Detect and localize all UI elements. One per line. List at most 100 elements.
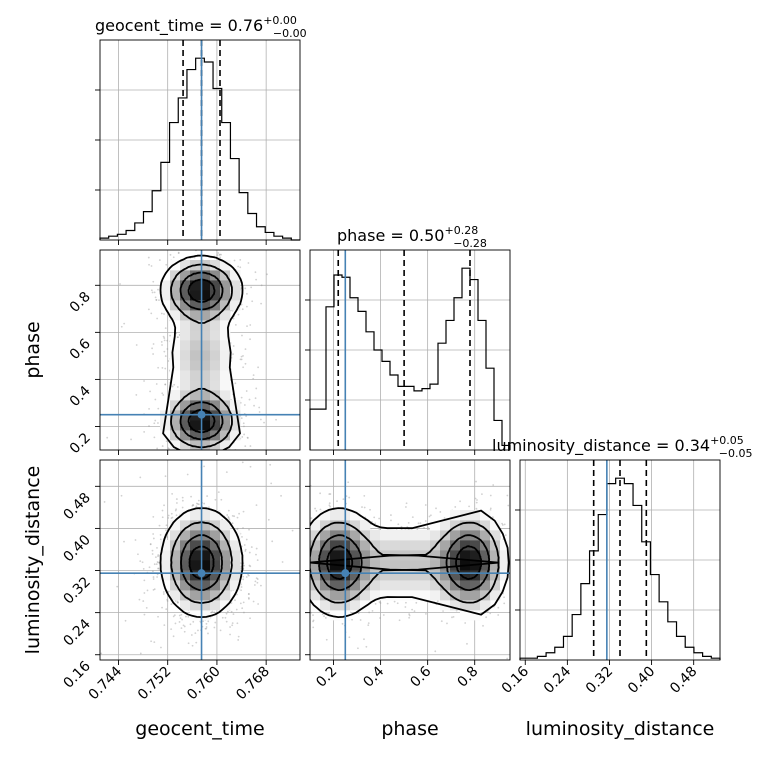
sample-point bbox=[234, 382, 237, 385]
sample-point bbox=[166, 536, 168, 539]
sample-point bbox=[411, 516, 414, 519]
sample-point bbox=[187, 615, 190, 618]
density-cell bbox=[190, 530, 201, 541]
sample-point bbox=[163, 313, 165, 315]
sample-point bbox=[177, 251, 180, 254]
sample-point bbox=[175, 508, 178, 511]
contour-line bbox=[170, 387, 233, 449]
contour-line bbox=[188, 545, 215, 580]
sample-point bbox=[123, 322, 126, 325]
sample-point bbox=[195, 502, 198, 505]
density-cell bbox=[220, 310, 231, 321]
sample-point bbox=[359, 619, 362, 621]
sample-point bbox=[254, 580, 257, 583]
sample-point bbox=[116, 585, 119, 588]
sample-point bbox=[150, 289, 153, 292]
density-cell bbox=[210, 420, 221, 431]
sample-point bbox=[231, 624, 234, 627]
sample-point bbox=[171, 385, 174, 388]
sample-point bbox=[398, 619, 401, 622]
truth-marker bbox=[197, 569, 206, 578]
sample-point bbox=[236, 516, 239, 519]
density-cell bbox=[180, 440, 191, 450]
sample-point bbox=[248, 551, 251, 554]
density-cell bbox=[200, 420, 211, 431]
sample-point bbox=[476, 499, 478, 501]
density-cell bbox=[190, 270, 201, 281]
density-cell bbox=[230, 570, 241, 581]
sample-point bbox=[174, 600, 177, 602]
sample-point bbox=[247, 573, 249, 576]
density-cell bbox=[200, 310, 211, 321]
sample-point bbox=[248, 598, 250, 600]
sample-point bbox=[163, 339, 166, 342]
sample-point bbox=[374, 602, 377, 605]
sample-point bbox=[240, 355, 243, 358]
sample-point bbox=[213, 611, 216, 614]
sample-point bbox=[170, 603, 173, 606]
sample-point bbox=[153, 436, 156, 439]
density-cell bbox=[230, 420, 241, 431]
sample-point bbox=[390, 519, 392, 522]
density-cell bbox=[230, 550, 241, 561]
density-cell bbox=[220, 530, 231, 541]
sample-point bbox=[255, 577, 258, 580]
density-cell bbox=[200, 440, 211, 450]
sample-point bbox=[152, 343, 155, 345]
sample-point bbox=[239, 602, 242, 605]
sample-point bbox=[218, 254, 221, 256]
sample-point bbox=[166, 348, 169, 350]
sample-point bbox=[135, 394, 138, 396]
sample-point bbox=[164, 383, 167, 386]
panel-hist-phase bbox=[305, 249, 511, 455]
density-cell bbox=[190, 580, 201, 591]
sample-point bbox=[191, 644, 194, 647]
density-cell bbox=[190, 520, 201, 531]
sample-point bbox=[258, 406, 261, 409]
sample-point bbox=[275, 418, 277, 421]
sample-point bbox=[255, 553, 257, 556]
density-cell bbox=[210, 280, 221, 291]
density-cell bbox=[180, 520, 191, 531]
density-cell bbox=[210, 530, 221, 541]
density-cell bbox=[190, 390, 201, 401]
sample-point bbox=[242, 601, 245, 604]
panel-frame bbox=[309, 249, 511, 451]
contour-line bbox=[180, 534, 223, 592]
density-cell bbox=[200, 340, 211, 351]
density-cell bbox=[210, 520, 221, 531]
sample-point bbox=[167, 360, 170, 362]
sample-point bbox=[150, 265, 153, 267]
sample-point bbox=[427, 526, 429, 529]
sample-point bbox=[310, 611, 313, 614]
sample-point bbox=[224, 616, 227, 619]
sample-point bbox=[233, 259, 236, 262]
sample-point bbox=[170, 517, 173, 520]
sample-point bbox=[452, 615, 455, 618]
sample-point bbox=[173, 614, 176, 617]
density-cell bbox=[210, 510, 221, 521]
sample-point bbox=[197, 629, 199, 632]
sample-point bbox=[236, 622, 239, 625]
density-cell bbox=[180, 370, 191, 381]
density-cell bbox=[190, 290, 201, 301]
density-cell bbox=[160, 400, 171, 411]
density-cell bbox=[190, 600, 201, 611]
sample-point bbox=[241, 308, 244, 311]
sample-point bbox=[459, 500, 461, 503]
sample-point bbox=[148, 407, 150, 410]
sample-point bbox=[158, 259, 161, 261]
density-cell bbox=[180, 510, 191, 521]
sample-point bbox=[242, 575, 245, 578]
density-cell bbox=[180, 420, 191, 431]
sample-point bbox=[213, 626, 216, 629]
density-cell bbox=[160, 540, 171, 551]
sample-point bbox=[246, 305, 248, 308]
density-cell bbox=[220, 330, 231, 341]
sample-point bbox=[142, 567, 145, 570]
density-cell bbox=[180, 270, 191, 281]
density-cell bbox=[190, 610, 201, 621]
x-tick-label: 0.16 bbox=[499, 663, 532, 696]
sample-point bbox=[177, 336, 179, 339]
